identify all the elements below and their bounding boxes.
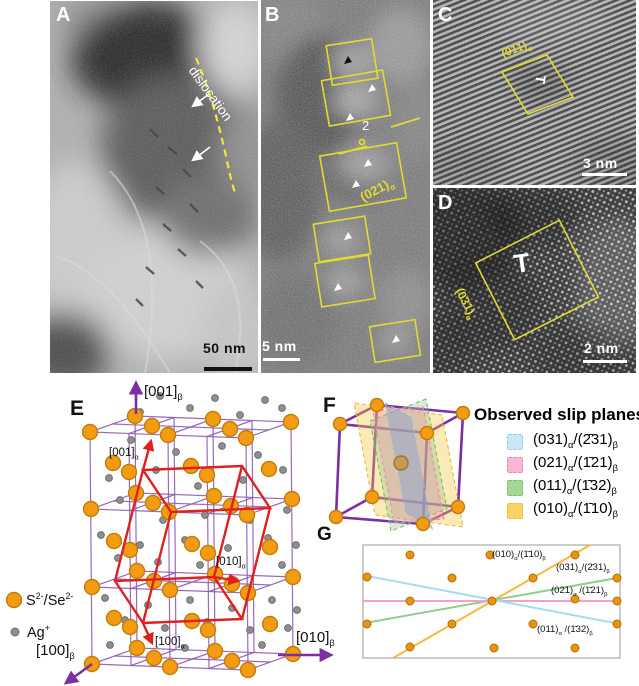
dislocation-symbol-c: T (531, 73, 550, 86)
panel-c-tem-image (433, 0, 636, 185)
panel-d-label: D (438, 192, 453, 214)
panel-f-label: F (323, 394, 336, 417)
panel-a-label: A (56, 4, 71, 26)
body-center-atom (393, 455, 409, 471)
scale-bar-c (582, 173, 627, 176)
panel-b-label: B (265, 4, 280, 26)
panel-d-tem-image (433, 188, 636, 373)
g-trace-label-031: (031)α/(2̄31)β (556, 562, 610, 575)
lattice-atoms (81, 392, 302, 679)
slip-plane-cube (328, 397, 471, 532)
axis-010-alpha: [010]α (216, 556, 246, 571)
panel-g-label: G (317, 524, 332, 545)
axis-100-alpha: [100]α (155, 636, 185, 651)
dislocation-arrows (191, 93, 211, 162)
legend-swatch-010 (507, 503, 523, 519)
legend-swatch-021 (507, 457, 523, 473)
crystal-structure-graphics (5, 380, 622, 685)
legend-swatch-011 (507, 480, 523, 496)
plane-trace-ticks (338, 117, 421, 155)
grain-boundary-dashed-line (194, 57, 238, 197)
panel-a-tem-image (50, 1, 258, 373)
legend-label-010: (010)α/(1̄10)β (533, 500, 618, 519)
scale-text-b: 5 nm (262, 338, 297, 354)
axis-100-beta: [100]β (36, 642, 75, 661)
trace-count-marker: 2 (362, 118, 370, 133)
cation-legend-label: Ag+ (27, 623, 50, 641)
alpha-cell-outline (112, 438, 273, 646)
cation-legend-atom (10, 627, 20, 637)
scale-text-d: 2 nm (584, 340, 619, 356)
defect-arrowheads (334, 56, 400, 343)
g-trace-label-021: (021)α /(1̄21)β (551, 585, 608, 598)
legend-label-011: (011)α/(1̄32)β (533, 477, 617, 496)
slip-plane-box (500, 54, 575, 115)
panel-c-label: C (438, 4, 453, 26)
legend-label-031: (031)α/(2̄31)β (533, 431, 618, 450)
slip-plane-legend-title: Observed slip planes (474, 405, 639, 424)
panel-e-label: E (70, 397, 85, 420)
anion-legend-label: S2-/Se2- (26, 591, 74, 609)
slip-plane-box (474, 219, 600, 341)
scale-text-a: 50 nm (203, 340, 246, 356)
scale-bar-a (204, 367, 252, 371)
panel-b-tem-image (261, 0, 430, 373)
axis-001-alpha: [001]α (109, 447, 139, 462)
scale-bar-b (263, 358, 300, 361)
g-trace-label-010: (010)α/(1̄10)β (492, 549, 546, 562)
anion-lattice-dots (362, 550, 622, 653)
axis-010-beta: [010]β (296, 629, 335, 648)
scale-text-c: 3 nm (583, 155, 618, 171)
g-trace-label-011: (011)α /(1̄32)β (537, 624, 593, 637)
scale-bar-d (583, 360, 627, 363)
legend-label-021: (021)α/(1̄21)β (533, 454, 618, 473)
anion-legend-atom (5, 591, 23, 609)
axis-001-beta: [001]β (144, 383, 183, 402)
legend-swatch-031 (507, 434, 523, 450)
beta-axes-arrows (63, 380, 334, 685)
